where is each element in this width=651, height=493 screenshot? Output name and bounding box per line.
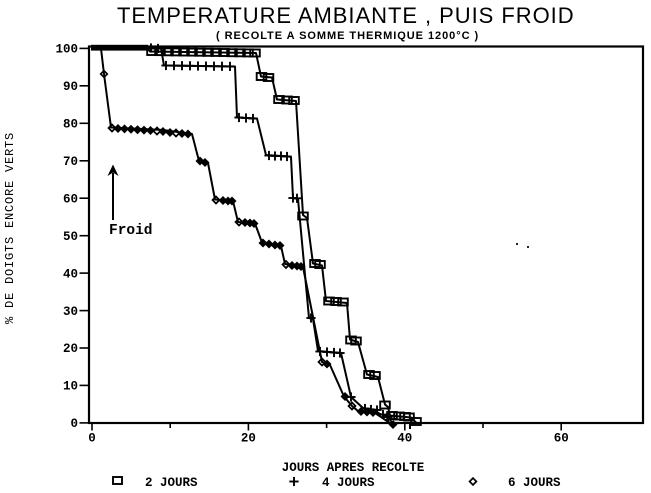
svg-text:Froid: Froid <box>109 223 153 239</box>
svg-text:20: 20 <box>63 342 78 356</box>
svg-text:50: 50 <box>63 230 78 244</box>
svg-text:0: 0 <box>88 432 96 446</box>
svg-text:10: 10 <box>63 380 78 394</box>
svg-text:100: 100 <box>55 43 78 57</box>
svg-text:0: 0 <box>70 417 78 431</box>
svg-text:90: 90 <box>63 80 78 94</box>
svg-text:80: 80 <box>63 118 78 132</box>
svg-text:60: 60 <box>554 432 569 446</box>
svg-text:40: 40 <box>63 267 78 281</box>
svg-text:( RECOLTE A SOMME THERMIQUE 12: ( RECOLTE A SOMME THERMIQUE 1200°C ) <box>216 30 479 42</box>
svg-text:40: 40 <box>397 432 412 446</box>
svg-text:JOURS APRES RECOLTE: JOURS APRES RECOLTE <box>282 461 425 475</box>
svg-text:TEMPERATURE AMBIANTE , PUIS FR: TEMPERATURE AMBIANTE , PUIS FROID <box>117 3 575 28</box>
svg-text:70: 70 <box>63 155 78 169</box>
svg-text:30: 30 <box>63 305 78 319</box>
svg-text:% DE DOIGTS ENCORE VERTS: % DE DOIGTS ENCORE VERTS <box>3 132 17 324</box>
svg-text:2 JOURS: 2 JOURS <box>145 476 198 490</box>
svg-text:6 JOURS: 6 JOURS <box>508 476 561 490</box>
svg-text:60: 60 <box>63 192 78 206</box>
svg-text:4 JOURS: 4 JOURS <box>322 476 375 490</box>
svg-text:20: 20 <box>241 432 256 446</box>
